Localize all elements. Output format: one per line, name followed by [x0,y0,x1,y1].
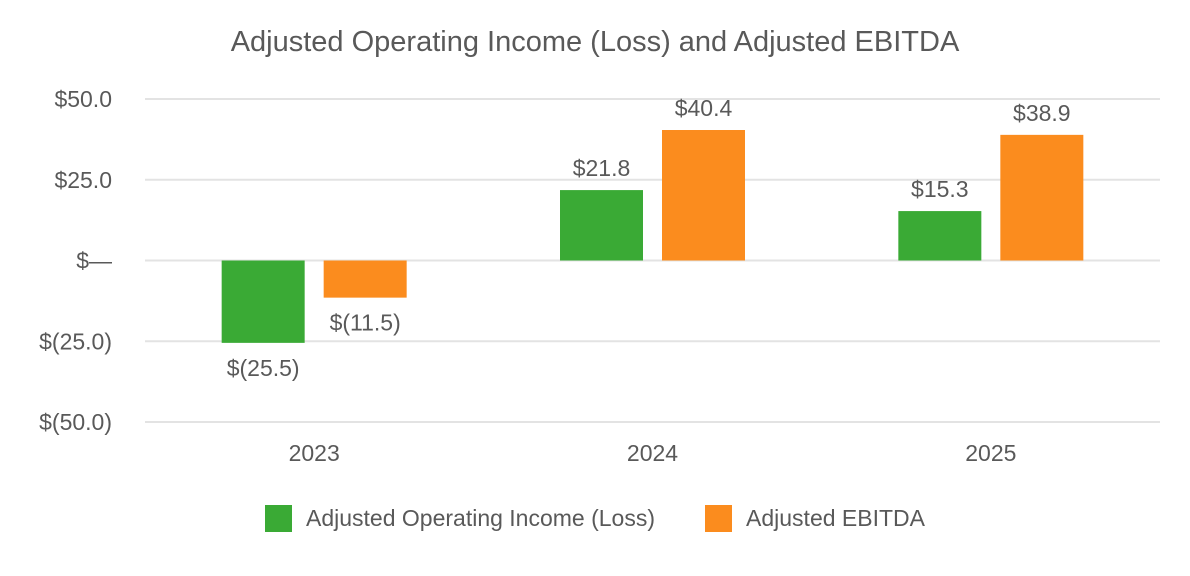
y-tick-label: $25.0 [54,167,112,193]
data-label: $(11.5) [330,310,401,336]
legend-label-ebitda: Adjusted EBITDA [746,505,925,531]
x-tick-label: 2025 [965,440,1016,466]
gridlines [145,98,1160,423]
y-tick-label: $(25.0) [39,328,112,354]
legend: Adjusted Operating Income (Loss) Adjuste… [0,505,1190,532]
legend-swatch-operating-income [265,505,292,532]
bar [560,190,643,261]
legend-label-operating-income: Adjusted Operating Income (Loss) [306,505,656,531]
bars [221,130,1084,343]
bar [323,260,407,298]
legend-swatch-ebitda [705,505,733,532]
y-tick-label: $— [76,248,112,274]
y-axis-ticks: $50.0 $25.0 $— $(25.0) $(50.0) [39,86,112,435]
data-label: $15.3 [911,176,969,202]
data-labels: $(25.5) $(11.5) $21.8 $40.4 $15.3 $38.9 [227,95,1071,381]
bar [1000,134,1084,261]
bar [221,260,305,343]
chart-title: Adjusted Operating Income (Loss) and Adj… [230,26,960,58]
bar [898,211,982,261]
y-tick-label: $50.0 [54,86,112,112]
legend-item-ebitda: Adjusted EBITDA [705,505,925,532]
x-tick-label: 2023 [289,440,340,466]
data-label: $(25.5) [227,355,300,381]
data-label: $40.4 [675,95,733,121]
legend-item-operating-income: Adjusted Operating Income (Loss) [265,505,655,532]
x-tick-label: 2024 [627,440,678,466]
y-tick-label: $(50.0) [39,409,112,435]
x-axis-ticks: 2023 2024 2025 [289,440,1017,466]
data-label: $21.8 [573,155,631,181]
bar [662,130,745,261]
data-label: $38.9 [1013,100,1071,126]
